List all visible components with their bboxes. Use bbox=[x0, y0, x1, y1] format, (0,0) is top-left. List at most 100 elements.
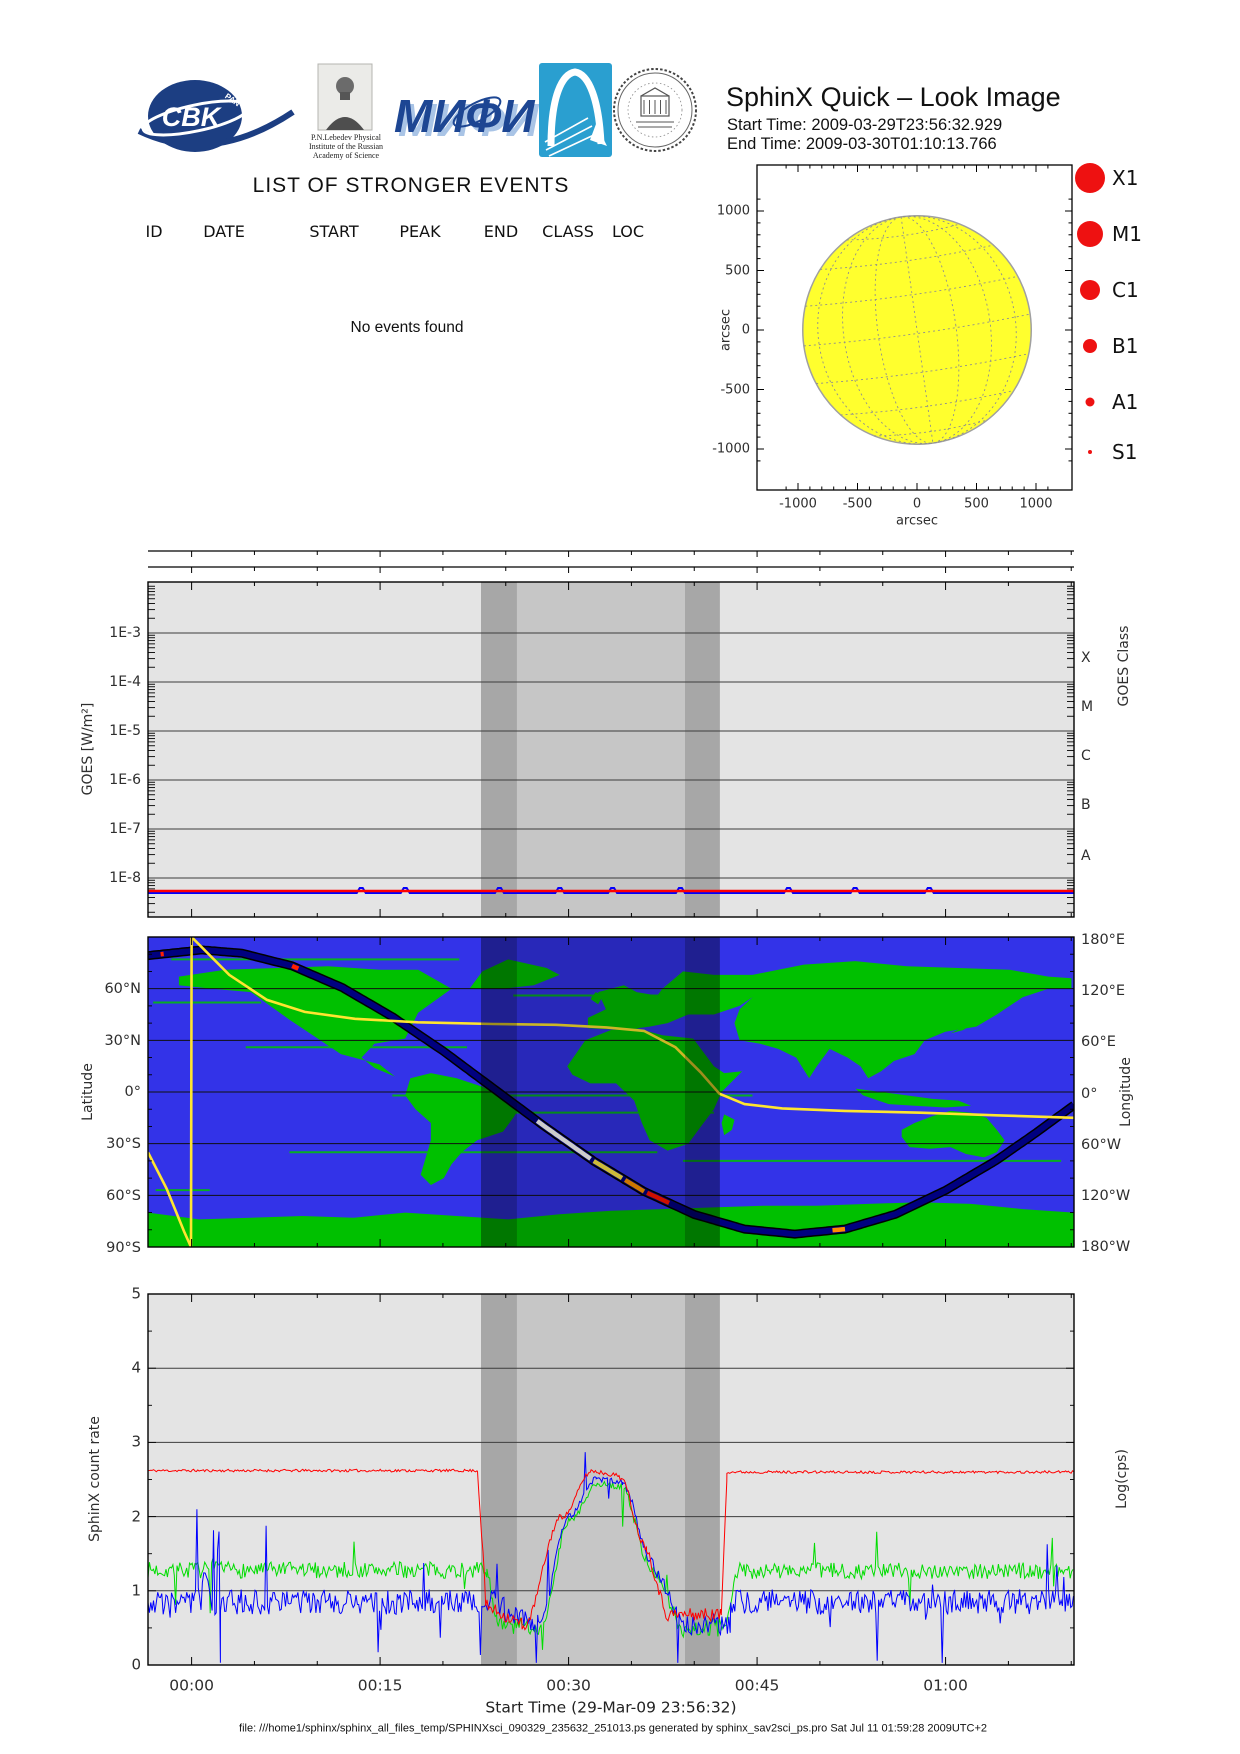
flare-size-legend bbox=[1075, 163, 1105, 454]
ground-track-hot-segment bbox=[592, 1159, 624, 1181]
end-time-text: End Time: 2009-03-30T01:10:13.766 bbox=[727, 135, 997, 153]
sun-y-tick-label: 1000 bbox=[716, 203, 750, 219]
sun-x-axis-title: arcsec bbox=[895, 513, 939, 529]
goes-class-letter-A: A bbox=[1081, 848, 1091, 864]
longitude-tick-label: 60°E bbox=[1081, 1034, 1116, 1051]
goes-y-tick-label: 1E-5 bbox=[109, 723, 141, 739]
goes-class-axis-title: GOES Class bbox=[1116, 625, 1132, 707]
goes-y-tick-label: 1E-7 bbox=[109, 821, 141, 837]
legend-circle-C1 bbox=[1080, 280, 1100, 300]
longitude-tick-label: 120°W bbox=[1081, 1187, 1131, 1204]
sun-plot bbox=[756, 163, 1105, 491]
sun-x-tick-label: 1000 bbox=[1019, 496, 1053, 512]
goes-class-letter-X: X bbox=[1081, 650, 1091, 666]
heliographic-grid bbox=[803, 215, 1031, 445]
latitude-tick-label: 30°N bbox=[104, 1032, 141, 1049]
legend-label-C1: C1 bbox=[1112, 278, 1139, 302]
university-seal-logo bbox=[613, 68, 697, 152]
time-tick-label: 00:30 bbox=[546, 1676, 591, 1695]
events-empty-message: No events found bbox=[350, 319, 464, 336]
goes-y-tick-label: 1E-4 bbox=[109, 674, 141, 690]
latitude-tick-label: 30°S bbox=[106, 1135, 141, 1152]
longitude-curve bbox=[148, 937, 1074, 1247]
legend-circle-X1 bbox=[1075, 163, 1105, 193]
rate-y-tick-label: 0 bbox=[131, 1655, 141, 1674]
events-list-title: LIST OF STRONGER EVENTS bbox=[252, 174, 570, 197]
events-column-header-loc: LOC bbox=[611, 222, 645, 241]
ground-track-hot-segment bbox=[646, 1190, 671, 1205]
goes-flux-panel bbox=[147, 581, 1075, 918]
count-rate-trace-red bbox=[148, 1468, 1074, 1631]
sun-y-tick-label: 500 bbox=[725, 263, 750, 278]
lebedev-institute-logo bbox=[317, 63, 373, 131]
events-column-header-peak: PEAK bbox=[399, 222, 441, 241]
footer-file-line: file: ///home1/sphinx/sphinx_all_files_t… bbox=[239, 1722, 987, 1735]
longitude-tick-label: 60°W bbox=[1081, 1136, 1122, 1153]
goes-class-letter-B: B bbox=[1081, 797, 1091, 813]
events-column-header-id: ID bbox=[145, 222, 163, 241]
latitude-tick-label: 90°S bbox=[106, 1239, 141, 1256]
ground-track-hot-segment bbox=[291, 963, 300, 971]
time-axis-title: Start Time (29-Mar-09 23:56:32) bbox=[485, 1698, 737, 1717]
events-column-header-class: CLASS bbox=[542, 222, 594, 241]
mephi-text: МИФИ bbox=[394, 90, 535, 142]
longitude-tick-label: 180°W bbox=[1081, 1238, 1131, 1255]
start-time-text: Start Time: 2009-03-29T23:56:32.929 bbox=[727, 116, 1003, 134]
time-tick-label: 01:00 bbox=[923, 1676, 968, 1695]
lebedev-caption-line: Institute of the Russian bbox=[309, 142, 383, 151]
goes-y-tick-label: 1E-6 bbox=[109, 772, 141, 788]
cbk-text: CBK bbox=[162, 102, 223, 132]
goes-class-letter-M: M bbox=[1081, 699, 1094, 715]
time-tick-label: 00:45 bbox=[734, 1676, 780, 1695]
legend-label-S1: S1 bbox=[1112, 440, 1138, 464]
sun-x-tick-label: -1000 bbox=[779, 496, 817, 512]
latitude-tick-label: 60°S bbox=[106, 1187, 141, 1204]
legend-circle-M1 bbox=[1077, 221, 1103, 247]
time-tick-label: 00:15 bbox=[357, 1676, 403, 1695]
events-column-header-start: START bbox=[309, 222, 359, 241]
mephi-text-shadow: МИФИ bbox=[398, 94, 539, 146]
sun-y-tick-label: -1000 bbox=[712, 441, 750, 457]
event-strip-axes bbox=[148, 550, 1074, 573]
legend-label-M1: M1 bbox=[1112, 222, 1142, 246]
rate-y-tick-label: 3 bbox=[131, 1432, 141, 1451]
legend-circle-S1 bbox=[1088, 450, 1092, 454]
rate-y-tick-label: 1 bbox=[131, 1581, 141, 1600]
latitude-axis-title: Latitude bbox=[80, 1063, 96, 1121]
rate-y-axis-title: SphinX count rate bbox=[87, 1416, 103, 1542]
legend-circle-A1 bbox=[1085, 397, 1095, 407]
longitude-axis-title: Longitude bbox=[1118, 1057, 1134, 1127]
legend-label-X1: X1 bbox=[1112, 166, 1139, 190]
time-tick-label: 00:00 bbox=[169, 1676, 214, 1695]
goes-class-letter-C: C bbox=[1081, 748, 1091, 764]
sun-x-tick-label: -500 bbox=[842, 496, 873, 512]
goes-y-tick-label: 1E-3 bbox=[109, 625, 141, 641]
latitude-tick-label: 60°N bbox=[104, 980, 141, 997]
ground-track-hot-segment bbox=[832, 1226, 846, 1233]
rate-y-tick-label: 2 bbox=[131, 1507, 141, 1526]
goes-y-axis-title: GOES [W/m²] bbox=[80, 702, 96, 796]
count-rate-trace-blue bbox=[148, 1452, 1074, 1663]
rate-y-tick-label: 4 bbox=[131, 1358, 141, 1377]
count-rate-panel bbox=[147, 1293, 1075, 1666]
arch-comet-logo bbox=[539, 63, 612, 157]
orbit-map-panel bbox=[147, 936, 1075, 1248]
rate-right-axis-title: Log(cps) bbox=[1114, 1449, 1130, 1509]
goes-y-tick-label: 1E-8 bbox=[109, 870, 141, 886]
lebedev-caption-line: Academy of Science bbox=[312, 151, 380, 160]
sun-y-axis-title: arcsec bbox=[718, 308, 734, 352]
lebedev-caption-line: P.N.Lebedev Physical bbox=[311, 133, 381, 142]
legend-circle-B1 bbox=[1083, 339, 1097, 353]
ground-track-hot-segment bbox=[623, 1178, 646, 1194]
events-column-header-date: DATE bbox=[203, 222, 245, 241]
sun-y-tick-label: 0 bbox=[741, 322, 750, 338]
legend-label-B1: B1 bbox=[1112, 334, 1139, 358]
rate-y-tick-label: 5 bbox=[131, 1284, 141, 1303]
legend-label-A1: A1 bbox=[1112, 390, 1139, 414]
goes-short-line bbox=[148, 887, 1074, 894]
continents bbox=[148, 959, 1074, 1247]
